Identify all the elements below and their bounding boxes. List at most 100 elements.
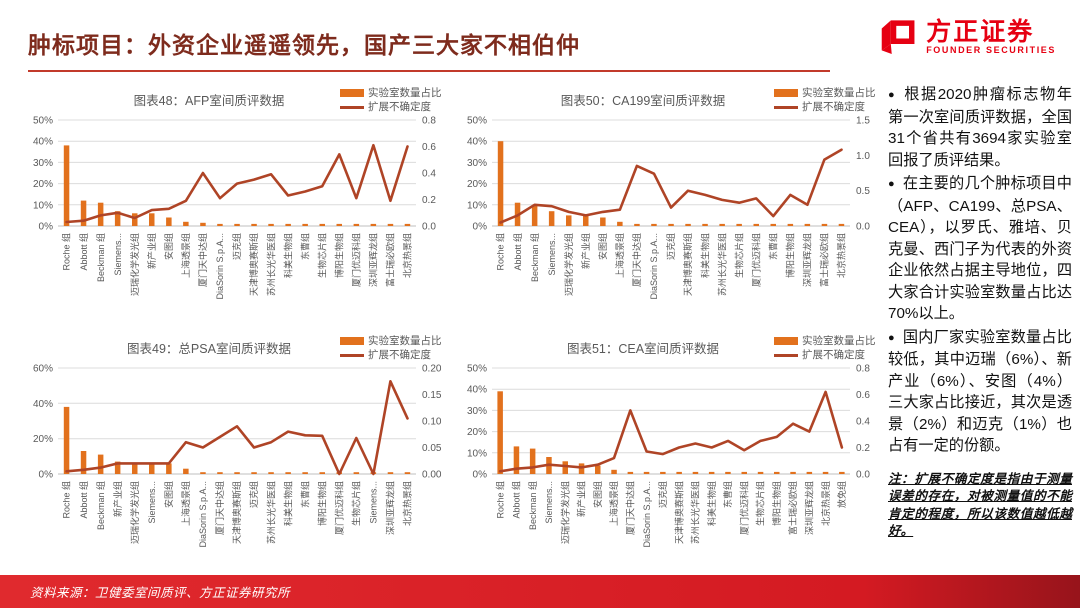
svg-text:50%: 50% <box>33 116 53 127</box>
svg-text:Roche 组: Roche 组 <box>495 233 506 271</box>
chart-plot-area: 0% 10% 20% 30% 40% 50% 0.0 0.2 0.4 0.6 0.8 Roche 组 A… <box>18 114 452 329</box>
svg-text:安图组: 安图组 <box>597 233 608 260</box>
svg-text:0.10: 0.10 <box>422 417 442 428</box>
svg-text:0.20: 0.20 <box>422 364 442 375</box>
svg-text:20%: 20% <box>33 179 53 190</box>
chart-canvas: 0% 10% 20% 30% 40% 50% 0.0 0.2 0.4 0.6 0.8 Roche 组 A… <box>467 364 870 548</box>
svg-text:深圳亚辉龙组: 深圳亚辉龙组 <box>368 233 379 287</box>
svg-text:Roche 组: Roche 组 <box>61 233 72 271</box>
svg-text:迈克组: 迈克组 <box>248 481 259 508</box>
svg-text:Beckman 组: Beckman 组 <box>527 481 538 530</box>
svg-text:放免组: 放免组 <box>836 481 847 508</box>
svg-text:20%: 20% <box>467 427 487 438</box>
chart-figure-图表49: 图表49：总PSA室间质评数据 实验室数量占比 扩展不确定度 0% 20% 40% 60% 0… <box>18 334 452 574</box>
svg-text:0%: 0% <box>39 470 54 481</box>
bar-series-swatch <box>774 89 798 97</box>
bar-series-swatch <box>340 337 364 345</box>
svg-text:新产业组: 新产业组 <box>112 481 123 517</box>
bar-series-swatch <box>774 337 798 345</box>
sidebar-bullet-3: ● 国内厂家实验室数量占比较低，其中迈瑞（6%）、新产业（6%）、安图（4%）三大… <box>888 328 1072 455</box>
founder-cube-icon <box>879 14 919 59</box>
svg-text:Siemens...: Siemens... <box>113 233 123 276</box>
svg-text:迈瑞化学发光组: 迈瑞化学发光组 <box>559 481 570 544</box>
svg-text:博阳生物组: 博阳生物组 <box>785 233 796 278</box>
svg-text:天津博奥赛斯组: 天津博奥赛斯组 <box>248 233 259 296</box>
chart-figure-图表51: 图表51：CEA室间质评数据 实验室数量占比 扩展不确定度 0% 10% 20% 30% 40… <box>452 334 886 574</box>
svg-text:科美生物组: 科美生物组 <box>282 481 293 526</box>
svg-text:苏州长光华医组: 苏州长光华医组 <box>265 481 276 544</box>
bullet-icon: ● <box>888 89 897 101</box>
svg-text:DiaSorin S.p.A...: DiaSorin S.p.A... <box>215 233 225 300</box>
svg-text:天津博奥赛斯组: 天津博奥赛斯组 <box>231 481 242 544</box>
line-series-label: 扩展不确定度 <box>368 349 431 361</box>
svg-text:新产业组: 新产业组 <box>576 481 587 517</box>
svg-text:Siemens...: Siemens... <box>369 481 379 524</box>
svg-text:厦门优迈科组: 厦门优迈科组 <box>750 233 761 287</box>
svg-text:上海透景组: 上海透景组 <box>608 481 619 526</box>
svg-text:安图组: 安图组 <box>163 481 174 508</box>
chart-legend: 实验室数量占比 扩展不确定度 <box>340 86 452 114</box>
chart-canvas: 0% 20% 40% 60% 0.00 0.05 0.10 0.15 0.20 Roche 组 Ab… <box>33 364 442 548</box>
svg-text:苏州长光华医组: 苏州长光华医组 <box>265 233 276 296</box>
line-series-swatch <box>340 105 364 109</box>
logo-cn: 方正证券 <box>926 17 1035 46</box>
bar-series-label: 实验室数量占比 <box>802 335 876 347</box>
line-series-label: 扩展不确定度 <box>368 101 431 113</box>
svg-text:厦门优迈科组: 厦门优迈科组 <box>738 481 749 535</box>
svg-text:DiaSorin S.p.A...: DiaSorin S.p.A... <box>649 233 659 300</box>
chart-title: 图表50：CA199室间质评数据 <box>560 94 726 108</box>
svg-text:40%: 40% <box>33 137 53 148</box>
logo-text: 方正证券 FOUNDER SECURITIES <box>926 19 1056 55</box>
chart-legend: 实验室数量占比 扩展不确定度 <box>774 334 886 362</box>
chart-title: 图表51：CEA室间质评数据 <box>566 342 720 356</box>
svg-text:科美生物组: 科美生物组 <box>282 233 293 278</box>
svg-text:苏州长光华医组: 苏州长光华医组 <box>690 481 701 544</box>
svg-text:天津博奥赛斯组: 天津博奥赛斯组 <box>682 233 693 296</box>
svg-text:40%: 40% <box>467 385 487 396</box>
svg-text:科美生物组: 科美生物组 <box>699 233 710 278</box>
title-underline <box>28 70 830 72</box>
source-footer-bar: 资料来源：卫健委室间质评、方正证券研究所 <box>0 575 1080 608</box>
svg-text:0%: 0% <box>473 470 488 481</box>
svg-text:迈瑞化学发光组: 迈瑞化学发光组 <box>563 233 574 296</box>
svg-text:Beckman 组: Beckman 组 <box>95 233 106 282</box>
svg-text:0.0: 0.0 <box>856 222 870 233</box>
chart-figure-图表50: 图表50：CA199室间质评数据 实验室数量占比 扩展不确定度 0% 10% 20% 30%… <box>452 86 886 326</box>
line-series-swatch <box>340 353 364 357</box>
svg-text:Beckman 组: Beckman 组 <box>95 481 106 530</box>
svg-text:Beckman 组: Beckman 组 <box>529 233 540 282</box>
svg-text:0.8: 0.8 <box>422 116 436 127</box>
svg-text:0.6: 0.6 <box>856 390 870 401</box>
sidebar-bullet-1: ● 根据2020肿瘤标志物年第一次室间质评数据，全国31个省共有3694家实验室回… <box>888 86 1072 169</box>
svg-text:Siemens...: Siemens... <box>147 481 157 524</box>
svg-text:0.5: 0.5 <box>856 186 870 197</box>
chart-title: 图表48：AFP室间质评数据 <box>133 94 285 108</box>
svg-text:DiaSorin S.p.A...: DiaSorin S.p.A... <box>198 481 208 548</box>
svg-text:东曹组: 东曹组 <box>722 481 733 508</box>
svg-text:迈克组: 迈克组 <box>231 233 242 260</box>
founder-securities-logo: 方正证券 FOUNDER SECURITIES <box>879 14 1056 59</box>
bullet-icon: ● <box>888 178 895 190</box>
svg-text:0%: 0% <box>39 222 54 233</box>
svg-text:新产业组: 新产业组 <box>146 233 157 269</box>
chart-plot-area: 0% 20% 40% 60% 0.00 0.05 0.10 0.15 0.20 Roche 组 Ab… <box>18 362 452 577</box>
svg-text:生物芯片组: 生物芯片组 <box>351 481 362 526</box>
svg-text:富士瑞必欧组: 富士瑞必欧组 <box>787 481 798 535</box>
svg-text:Roche 组: Roche 组 <box>494 481 505 519</box>
svg-text:富士瑞必欧组: 富士瑞必欧组 <box>385 233 396 287</box>
content-area: 图表48：AFP室间质评数据 实验室数量占比 扩展不确定度 0% 10% 20% 30% 40… <box>0 84 1080 575</box>
bar-series-label: 实验室数量占比 <box>368 335 442 347</box>
svg-text:10%: 10% <box>467 448 487 459</box>
sidebar-commentary: ● 根据2020肿瘤标志物年第一次室间质评数据，全国31个省共有3694家实验室回… <box>888 84 1072 541</box>
svg-text:迈瑞化学发光组: 迈瑞化学发光组 <box>129 233 140 296</box>
svg-text:Abbott 组: Abbott 组 <box>512 233 523 271</box>
sidebar-note: 注：扩展不确定度是指由于测量误差的存在，对被测量值的不能肯定的程度，所以该数值越… <box>888 471 1072 539</box>
chart-plot-area: 0% 10% 20% 30% 40% 50% 0.0 0.2 0.4 0.6 0.8 Roche 组 A… <box>452 362 886 577</box>
svg-text:厦门优迈科组: 厦门优迈科组 <box>351 233 362 287</box>
bar-series-label: 实验室数量占比 <box>802 87 876 99</box>
svg-text:0.6: 0.6 <box>422 142 436 153</box>
charts-grid: 图表48：AFP室间质评数据 实验室数量占比 扩展不确定度 0% 10% 20% 30% 40… <box>18 86 884 574</box>
svg-text:博阳生物组: 博阳生物组 <box>334 233 345 278</box>
svg-text:深圳亚辉龙组: 深圳亚辉龙组 <box>802 233 813 287</box>
